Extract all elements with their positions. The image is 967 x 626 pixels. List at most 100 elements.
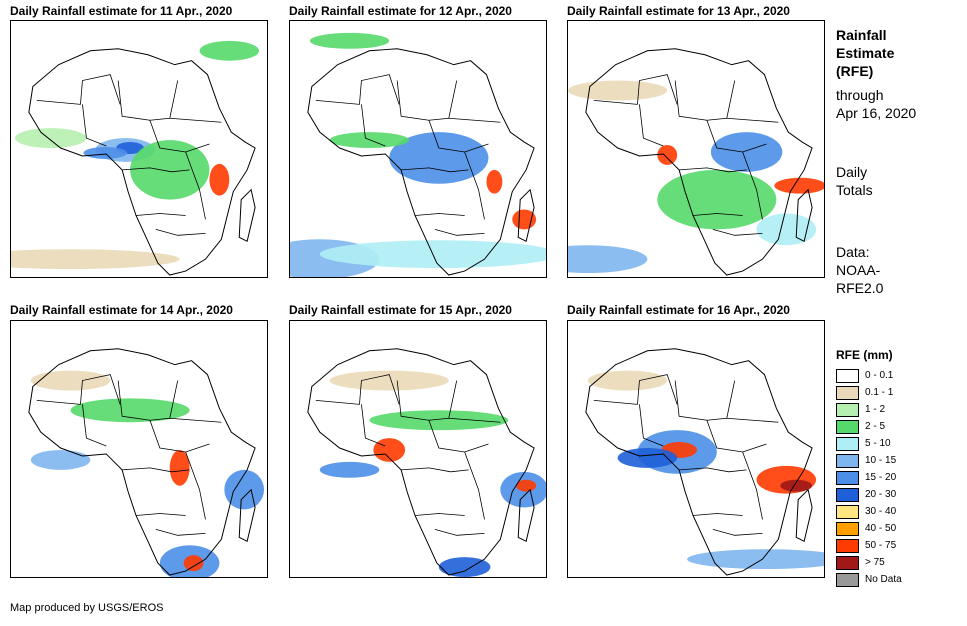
side-data-line2: NOAA- (836, 262, 881, 278)
side-title-line2: Estimate (836, 45, 895, 61)
legend-swatch (836, 538, 859, 553)
country-border (639, 404, 664, 447)
rainfall-area (438, 557, 491, 577)
country-border (639, 104, 664, 147)
rainfall-area (83, 147, 128, 159)
country-border (692, 513, 743, 516)
legend-item: 1 - 2 (836, 401, 902, 418)
map-canvas-3 (568, 48, 824, 276)
country-border (679, 167, 747, 173)
legend-title: RFE (mm) (836, 348, 893, 362)
panel-title-6: Daily Rainfall estimate for 16 Apr., 202… (567, 303, 790, 317)
rainfall-map-4 (10, 320, 268, 578)
rainfall-area (209, 163, 230, 196)
continent-outline (307, 348, 535, 576)
rainfall-area (657, 169, 777, 230)
map-canvas-1 (11, 40, 260, 276)
country-border (401, 467, 469, 473)
legend-item: 0.1 - 1 (836, 384, 902, 401)
panel-title-5: Daily Rainfall estimate for 15 Apr., 202… (289, 303, 512, 317)
rainfall-area (369, 410, 509, 431)
side-totals: Daily Totals (836, 163, 873, 199)
side-totals-line1: Daily (836, 164, 868, 180)
legend-item: 15 - 20 (836, 469, 902, 486)
legend-label: 30 - 40 (865, 506, 897, 517)
country-border (169, 117, 222, 123)
side-through-line2: Apr 16, 2020 (836, 105, 917, 121)
country-border (185, 151, 206, 220)
continent-outline (585, 48, 813, 276)
rainfall-area (756, 213, 817, 246)
rainfall-area (780, 479, 813, 492)
legend-item: 5 - 10 (836, 435, 902, 452)
legend: 0 - 0.1 0.1 - 1 1 - 2 2 - 5 5 - 10 10 - 15 15 … (836, 367, 902, 588)
panel-title-2: Daily Rainfall estimate for 12 Apr., 202… (289, 4, 512, 18)
rainfall-area (486, 169, 503, 194)
country-border (428, 420, 489, 453)
country-border (361, 104, 386, 147)
side-totals-line2: Totals (836, 182, 873, 198)
rainfall-area (319, 461, 380, 478)
country-border (742, 151, 763, 220)
rainfall-area (309, 32, 390, 49)
legend-item: > 75 (836, 554, 902, 571)
continent-outline (28, 348, 256, 576)
legend-swatch (836, 470, 859, 485)
continent-outline (307, 48, 535, 276)
legend-label: No Data (865, 574, 902, 585)
country-border (117, 380, 179, 421)
rainfall-area (587, 370, 668, 391)
rainfall-area (30, 449, 91, 470)
side-through-line1: through (836, 87, 884, 103)
side-title: Rainfall Estimate (RFE) (836, 26, 894, 80)
country-border (396, 380, 458, 421)
legend-swatch (836, 555, 859, 570)
country-border (117, 80, 179, 121)
rainfall-area (389, 132, 489, 184)
country-border (122, 467, 190, 473)
country-border (706, 420, 767, 453)
continent-outline (585, 348, 813, 576)
country-border (448, 117, 501, 123)
legend-swatch (836, 419, 859, 434)
country-border (448, 417, 501, 423)
legend-item: No Data (836, 571, 902, 588)
legend-swatch (836, 436, 859, 451)
rainfall-area (183, 555, 204, 572)
rainfall-area (30, 370, 111, 391)
legend-item: 10 - 15 (836, 452, 902, 469)
legend-swatch (836, 402, 859, 417)
madagascar-outline (517, 188, 535, 243)
country-border (315, 74, 400, 105)
country-border (706, 120, 767, 153)
country-border (396, 80, 458, 121)
country-border (674, 80, 736, 121)
legend-label: 15 - 20 (865, 472, 897, 483)
country-border (428, 120, 489, 153)
legend-label: 0.1 - 1 (865, 387, 894, 398)
legend-item: 50 - 75 (836, 537, 902, 554)
country-border (361, 404, 386, 447)
legend-label: 20 - 30 (865, 489, 897, 500)
madagascar-outline (517, 488, 535, 543)
country-border (464, 151, 485, 220)
country-border (692, 213, 743, 216)
rainfall-area (224, 469, 265, 510)
map-canvas-4 (28, 348, 265, 577)
country-border (679, 467, 747, 473)
side-data-line1: Data: (836, 244, 870, 260)
side-data-source: Data: NOAA- RFE2.0 (836, 243, 883, 297)
country-border (434, 228, 485, 236)
legend-item: 30 - 40 (836, 503, 902, 520)
legend-label: 40 - 50 (865, 523, 897, 534)
map-canvas-6 (585, 348, 824, 576)
legend-label: 1 - 2 (865, 404, 886, 415)
country-border (464, 451, 485, 520)
panel-title-1: Daily Rainfall estimate for 11 Apr., 202… (10, 4, 233, 18)
country-border (434, 528, 485, 536)
legend-label: 2 - 5 (865, 421, 886, 432)
country-border (36, 374, 121, 405)
rainfall-area (329, 370, 449, 391)
rainfall-map-2 (289, 20, 547, 278)
legend-item: 0 - 0.1 (836, 367, 902, 384)
